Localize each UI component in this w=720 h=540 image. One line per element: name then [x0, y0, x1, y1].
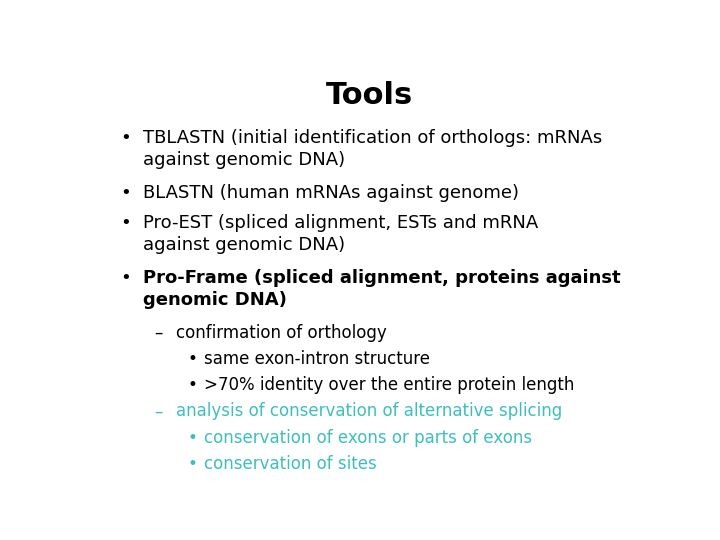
Text: Pro-Frame (spliced alignment, proteins against
genomic DNA): Pro-Frame (spliced alignment, proteins a… — [143, 269, 621, 309]
Text: –: – — [154, 402, 163, 421]
Text: conservation of exons or parts of exons: conservation of exons or parts of exons — [204, 429, 533, 447]
Text: confirmation of orthology: confirmation of orthology — [176, 324, 387, 342]
Text: •: • — [188, 455, 197, 473]
Text: analysis of conservation of alternative splicing: analysis of conservation of alternative … — [176, 402, 563, 421]
Text: •: • — [188, 376, 197, 394]
Text: TBLASTN (initial identification of orthologs: mRNAs
against genomic DNA): TBLASTN (initial identification of ortho… — [143, 129, 602, 170]
Text: conservation of sites: conservation of sites — [204, 455, 377, 473]
Text: >70% identity over the entire protein length: >70% identity over the entire protein le… — [204, 376, 575, 394]
Text: •: • — [121, 129, 132, 147]
Text: BLASTN (human mRNAs against genome): BLASTN (human mRNAs against genome) — [143, 184, 519, 202]
Text: •: • — [121, 184, 132, 202]
Text: Pro-EST (spliced alignment, ESTs and mRNA
against genomic DNA): Pro-EST (spliced alignment, ESTs and mRN… — [143, 214, 539, 254]
Text: –: – — [154, 324, 163, 342]
Text: Tools: Tools — [325, 82, 413, 111]
Text: •: • — [188, 429, 197, 447]
Text: •: • — [121, 214, 132, 232]
Text: •: • — [121, 269, 132, 287]
Text: •: • — [188, 350, 197, 368]
Text: same exon-intron structure: same exon-intron structure — [204, 350, 431, 368]
